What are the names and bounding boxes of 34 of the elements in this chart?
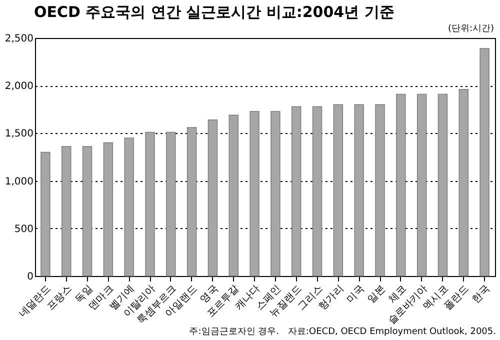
bar xyxy=(186,127,197,276)
bar xyxy=(333,104,344,276)
bar xyxy=(40,152,50,276)
bar xyxy=(166,132,176,276)
y-tick-label: 1,000 xyxy=(4,176,34,188)
bar xyxy=(292,106,302,276)
bar xyxy=(396,94,406,276)
bar xyxy=(103,142,114,276)
x-tick-label: 한국 xyxy=(470,284,492,306)
bar xyxy=(270,110,280,276)
y-tick-label: 2,000 xyxy=(4,81,34,92)
text: (단위:시간) xyxy=(448,24,494,34)
y-tick-label: 1,500 xyxy=(4,128,34,140)
bar xyxy=(312,106,322,276)
bar xyxy=(145,132,155,276)
y-tick-label: 2,500 xyxy=(4,34,34,44)
bar xyxy=(438,94,448,276)
y-tick-label: 0 xyxy=(27,272,34,282)
x-tick-label: 일본 xyxy=(366,284,388,306)
text: 주:임금근로자인 경우. 자료:OECD, OECD Employment Outlook, 2005. xyxy=(189,327,496,337)
bar xyxy=(62,146,72,276)
bar xyxy=(250,110,260,276)
y-tick-label: 500 xyxy=(14,224,34,235)
bar xyxy=(458,89,468,276)
bar xyxy=(480,48,490,276)
bar xyxy=(208,120,218,276)
bar xyxy=(416,94,427,276)
bar xyxy=(124,138,134,276)
bar xyxy=(354,104,364,276)
x-tick-label: 미국 xyxy=(344,284,367,306)
bar xyxy=(82,146,92,276)
bar xyxy=(375,104,385,276)
chart-title: OECD 주요국의 연간 실근로시간 비교:2004년 기준 xyxy=(34,3,394,22)
bar xyxy=(228,114,238,276)
